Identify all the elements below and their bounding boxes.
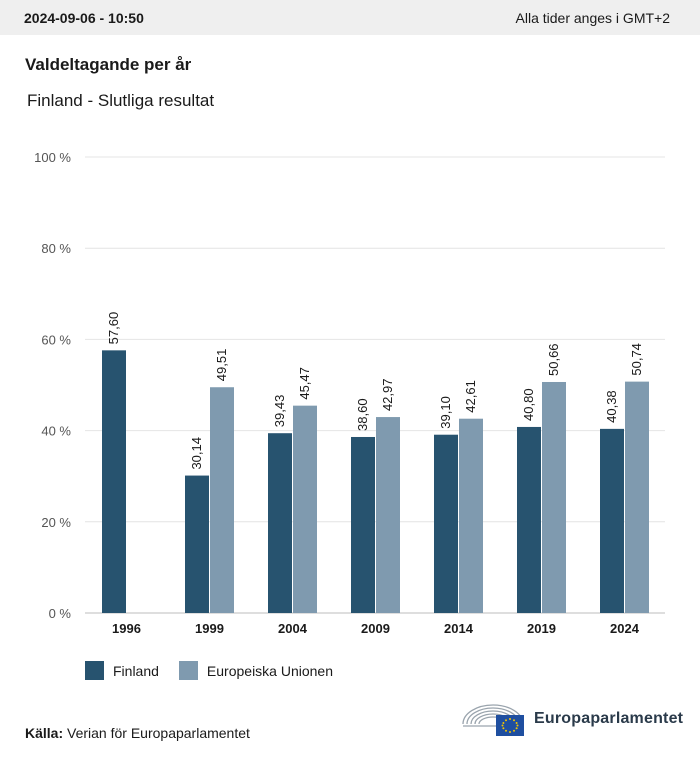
x-tick-label: 2019 xyxy=(527,621,556,636)
x-tick-label: 2024 xyxy=(610,621,640,636)
x-tick-label: 2014 xyxy=(444,621,474,636)
logo-text: Europaparlamentet xyxy=(534,710,684,727)
bar xyxy=(600,428,624,613)
data-label: 40,80 xyxy=(521,388,536,421)
legend-swatch-eu xyxy=(178,661,198,680)
y-tick-label: 20 % xyxy=(41,515,71,530)
x-tick-label: 1996 xyxy=(112,621,141,636)
bar xyxy=(625,381,649,613)
bar xyxy=(351,436,375,613)
source-note: Källa: Verian för Europaparlamentet xyxy=(25,725,250,741)
y-tick-label: 60 % xyxy=(41,332,71,347)
bar xyxy=(542,381,566,613)
logo: Europaparlamentet xyxy=(460,700,683,738)
y-tick-label: 0 % xyxy=(49,606,72,621)
bar xyxy=(376,417,400,613)
y-tick-label: 80 % xyxy=(41,241,71,256)
data-label: 39,10 xyxy=(438,396,453,429)
source-text: Verian för Europaparlamentet xyxy=(67,725,250,741)
chart-subtitle: Finland - Slutliga resultat xyxy=(27,91,215,110)
legend-item-eu[interactable]: Europeiska Unionen xyxy=(178,661,334,680)
x-tick-label: 1999 xyxy=(195,621,224,636)
bar xyxy=(210,387,234,613)
legend-item-finland[interactable]: Finland xyxy=(85,661,159,680)
chart-title: Valdeltagande per år xyxy=(25,55,192,74)
data-label: 42,97 xyxy=(380,379,395,412)
european-parliament-logo-icon xyxy=(462,704,524,736)
data-label: 40,38 xyxy=(604,390,619,423)
data-label: 39,43 xyxy=(272,395,287,428)
legend-label-eu: Europeiska Unionen xyxy=(206,662,334,679)
data-label: 42,61 xyxy=(463,380,478,413)
bar xyxy=(293,405,317,613)
data-label: 57,60 xyxy=(106,312,121,345)
bar-chart: 0 % 20 % 40 % 60 % 80 % 100 % 57,60 1996 30,14 49… xyxy=(34,150,665,636)
data-label: 50,66 xyxy=(546,343,561,376)
data-label: 50,74 xyxy=(629,343,644,376)
legend-swatch-finland xyxy=(85,661,104,680)
timezone-note: Alla tider anges i GMT+2 xyxy=(515,9,670,26)
timestamp: 2024-09-06 - 10:50 xyxy=(24,9,144,26)
data-label: 38,60 xyxy=(355,398,370,431)
y-tick-label: 100 % xyxy=(34,150,71,165)
bar xyxy=(102,350,126,613)
top-bar: 2024-09-06 - 10:50 Alla tider anges i GM… xyxy=(0,0,700,35)
legend-label-finland: Finland xyxy=(113,662,159,679)
legend: Finland Europeiska Unionen xyxy=(85,661,333,680)
data-label: 45,47 xyxy=(297,367,312,400)
y-tick-label: 40 % xyxy=(41,424,71,439)
source-label: Källa: xyxy=(25,725,64,741)
data-label: 49,51 xyxy=(214,349,229,382)
x-tick-label: 2009 xyxy=(361,621,390,636)
bar xyxy=(434,434,458,613)
bar xyxy=(517,426,541,613)
data-label: 30,14 xyxy=(189,437,204,470)
bar xyxy=(459,418,483,613)
x-tick-label: 2004 xyxy=(278,621,308,636)
bar xyxy=(185,475,209,613)
bar xyxy=(268,433,292,613)
